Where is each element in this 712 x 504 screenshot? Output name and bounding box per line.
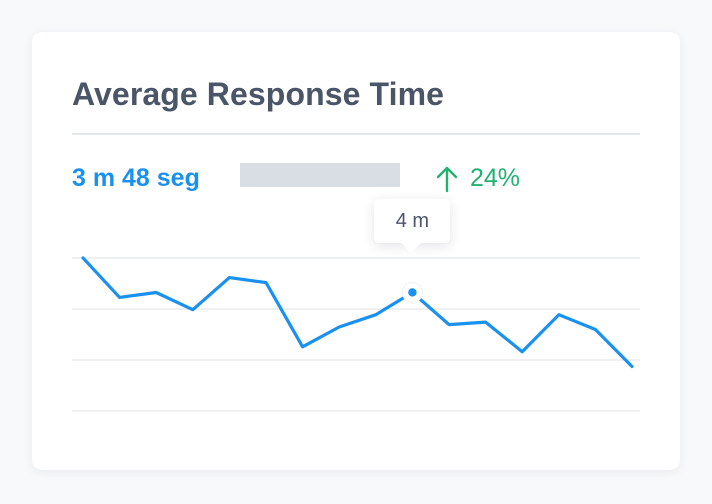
data-point[interactable] [116, 293, 124, 301]
series-line [81, 256, 634, 369]
data-point[interactable] [372, 311, 380, 319]
data-point[interactable] [79, 254, 87, 262]
data-point[interactable] [335, 323, 343, 331]
data-point[interactable] [262, 279, 270, 287]
data-point[interactable] [189, 306, 197, 314]
highlight-point[interactable] [408, 288, 417, 297]
data-point[interactable] [482, 318, 490, 326]
data-point[interactable] [555, 311, 563, 319]
data-point[interactable] [518, 348, 526, 356]
data-point[interactable] [445, 321, 453, 329]
tooltip-label: 4 m [395, 209, 430, 232]
metric-value: 3 m 48 seg [72, 164, 200, 192]
trend-indicator: 24% [436, 164, 520, 193]
title-divider [72, 133, 640, 135]
trend-value: 24% [470, 164, 521, 192]
arrow-up-icon [436, 166, 458, 192]
data-point[interactable] [591, 326, 599, 334]
data-point[interactable] [152, 288, 160, 296]
card-title: Average Response Time [72, 76, 445, 112]
data-point[interactable] [299, 343, 307, 351]
data-point[interactable] [225, 274, 233, 282]
placeholder-bar [240, 163, 400, 187]
response-time-chart [72, 254, 640, 412]
response-time-card: Average Response Time 3 m 48 seg 24% 4 m [32, 32, 680, 470]
data-point[interactable] [628, 363, 636, 371]
chart-tooltip: 4 m [374, 199, 451, 244]
